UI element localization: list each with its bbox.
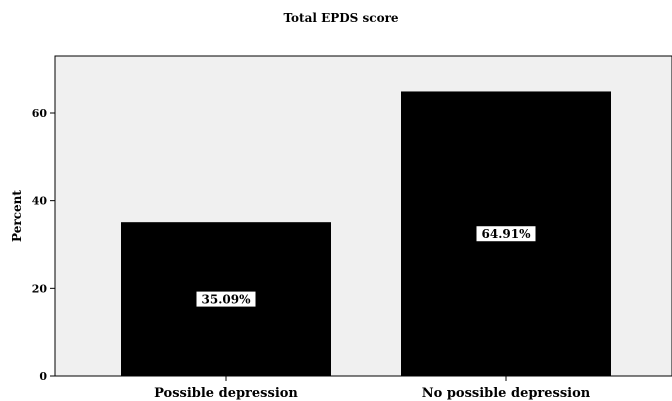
y-tick-label: 40 (32, 195, 48, 208)
data-label-box (195, 290, 257, 308)
y-tick-label: 0 (39, 370, 47, 383)
bar-series: 35.09% 64.91% (121, 91, 611, 376)
data-label: 64.91% (482, 227, 532, 241)
y-axis-ticks: 0 20 40 60 (32, 107, 55, 383)
x-axis-tick-labels: Possible depression No possible depressio… (154, 376, 591, 401)
chart-title: Total EPDS score (283, 11, 398, 25)
y-axis-label: Percent (10, 190, 24, 242)
x-tick-label: Possible depression (154, 386, 298, 401)
x-tick-label: No possible depression (422, 386, 591, 401)
data-label-box (475, 225, 537, 243)
y-tick-label: 20 (32, 282, 48, 295)
y-tick-label: 60 (32, 107, 48, 120)
data-label: 35.09% (202, 293, 252, 307)
